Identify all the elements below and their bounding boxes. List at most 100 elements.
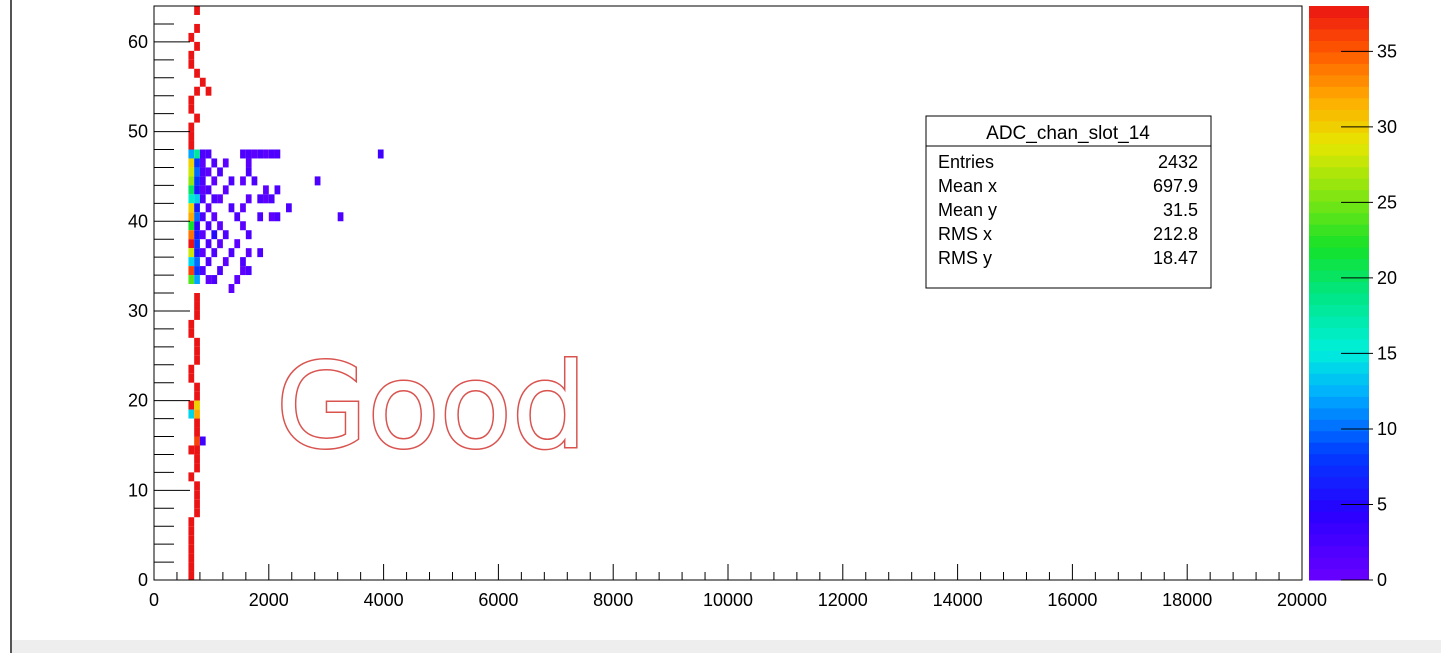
heatmap-cell <box>188 328 195 338</box>
heatmap-cell <box>245 167 252 177</box>
heatmap-cell <box>194 239 200 249</box>
heatmap-cell <box>217 266 223 276</box>
heatmap-cell <box>263 194 269 204</box>
colorbar-band <box>1309 384 1369 397</box>
colorbar-band <box>1309 373 1369 386</box>
heatmap-cell <box>194 68 200 78</box>
heatmap-cell <box>194 275 200 285</box>
heatmap-cell <box>188 409 195 419</box>
colorbar-band <box>1309 28 1369 41</box>
heatmap-cell <box>188 544 195 554</box>
heatmap-cells <box>188 6 384 580</box>
heatmap-cell <box>211 176 218 186</box>
heatmap-cell <box>194 490 200 500</box>
heatmap-cell <box>222 158 229 168</box>
colorbar-band <box>1309 327 1369 340</box>
heatmap-cell <box>194 310 200 320</box>
heatmap-cell <box>268 149 275 159</box>
heatmap-cell <box>188 59 195 69</box>
heatmap-cell <box>222 230 229 240</box>
heatmap-cell <box>217 167 223 177</box>
overlay-good-text: Good <box>276 337 587 475</box>
colorbar-band <box>1309 499 1369 512</box>
heatmap-cell <box>199 230 206 240</box>
heatmap-cell <box>188 266 195 276</box>
heatmap-cell <box>188 445 195 455</box>
heatmap-cell <box>205 257 212 267</box>
heatmap-cell <box>205 185 212 195</box>
heatmap-cell <box>188 140 195 150</box>
heatmap-cell <box>199 77 206 87</box>
heatmap-cell <box>211 158 218 168</box>
heatmap-cell <box>194 6 200 15</box>
heatmap-cell <box>194 355 200 365</box>
heatmap-cell <box>194 293 200 302</box>
colorbar-band <box>1309 17 1369 30</box>
stats-title: ADC_chan_slot_14 <box>986 123 1150 144</box>
x-tick-label: 16000 <box>1047 590 1097 610</box>
heatmap-cell <box>194 248 200 258</box>
stats-label-entries: Entries <box>938 152 994 172</box>
heatmap-cell <box>274 185 281 195</box>
heatmap-cell <box>205 275 212 285</box>
stats-label-rms-x: RMS x <box>938 224 992 244</box>
plot-frame <box>153 5 1303 581</box>
heatmap-cell <box>194 382 200 392</box>
heatmap-cell <box>199 176 206 186</box>
heatmap-cell <box>188 131 195 141</box>
heatmap-cell <box>194 337 200 347</box>
colorbar-tick-label: 0 <box>1377 570 1387 590</box>
heatmap-cell <box>228 203 235 213</box>
colorbar-band <box>1309 430 1369 443</box>
heatmap-cell <box>234 275 241 285</box>
colorbar-band <box>1309 201 1369 214</box>
heatmap-cell <box>188 203 195 213</box>
bottom-band <box>12 640 1441 653</box>
colorbar-band <box>1309 545 1369 558</box>
heatmap-cell <box>188 50 195 60</box>
heatmap-cell <box>199 436 206 446</box>
colorbar-band <box>1309 419 1369 432</box>
colorbar-band <box>1309 235 1369 248</box>
heatmap-cell <box>263 149 269 159</box>
heatmap-cell <box>222 185 229 195</box>
heatmap-cell <box>199 167 206 177</box>
heatmap-cell <box>194 454 200 464</box>
x-tick-label: 18000 <box>1162 590 1212 610</box>
colorbar-tick-label: 30 <box>1377 117 1397 137</box>
colorbar-band <box>1309 488 1369 501</box>
heatmap-cell <box>245 248 252 258</box>
heatmap-cell <box>194 158 200 168</box>
heatmap-cell <box>205 167 212 177</box>
heatmap-cell <box>245 149 252 159</box>
heatmap-cell <box>211 248 218 258</box>
heatmap-cell <box>205 221 212 231</box>
heatmap-cell <box>194 346 200 356</box>
heatmap-cell <box>188 194 195 204</box>
heatmap-cell <box>245 158 252 168</box>
heatmap-cell <box>188 535 195 545</box>
heatmap-cell <box>274 212 281 222</box>
heatmap-cell <box>228 284 235 293</box>
x-tick-label: 6000 <box>478 590 518 610</box>
colorbar-band <box>1309 51 1369 64</box>
colorbar-band <box>1309 511 1369 524</box>
heatmap-cell <box>194 301 200 311</box>
x-tick-label: 2000 <box>249 590 289 610</box>
colorbar-tick-label: 5 <box>1377 494 1387 514</box>
heatmap-cell <box>205 203 212 213</box>
heatmap-cell <box>188 373 195 383</box>
heatmap-cell <box>240 176 246 186</box>
heatmap-cell <box>194 508 200 518</box>
heatmap-cell <box>205 149 212 159</box>
heatmap-cell <box>199 266 206 276</box>
x-tick-label: 0 <box>149 590 159 610</box>
colorbar-band <box>1309 453 1369 466</box>
heatmap-cell <box>245 194 252 204</box>
heatmap-cell <box>337 212 344 222</box>
y-tick-label: 60 <box>128 32 148 52</box>
colorbar-band <box>1309 315 1369 328</box>
heatmap-cell <box>268 212 275 222</box>
heatmap-cell <box>194 212 200 222</box>
